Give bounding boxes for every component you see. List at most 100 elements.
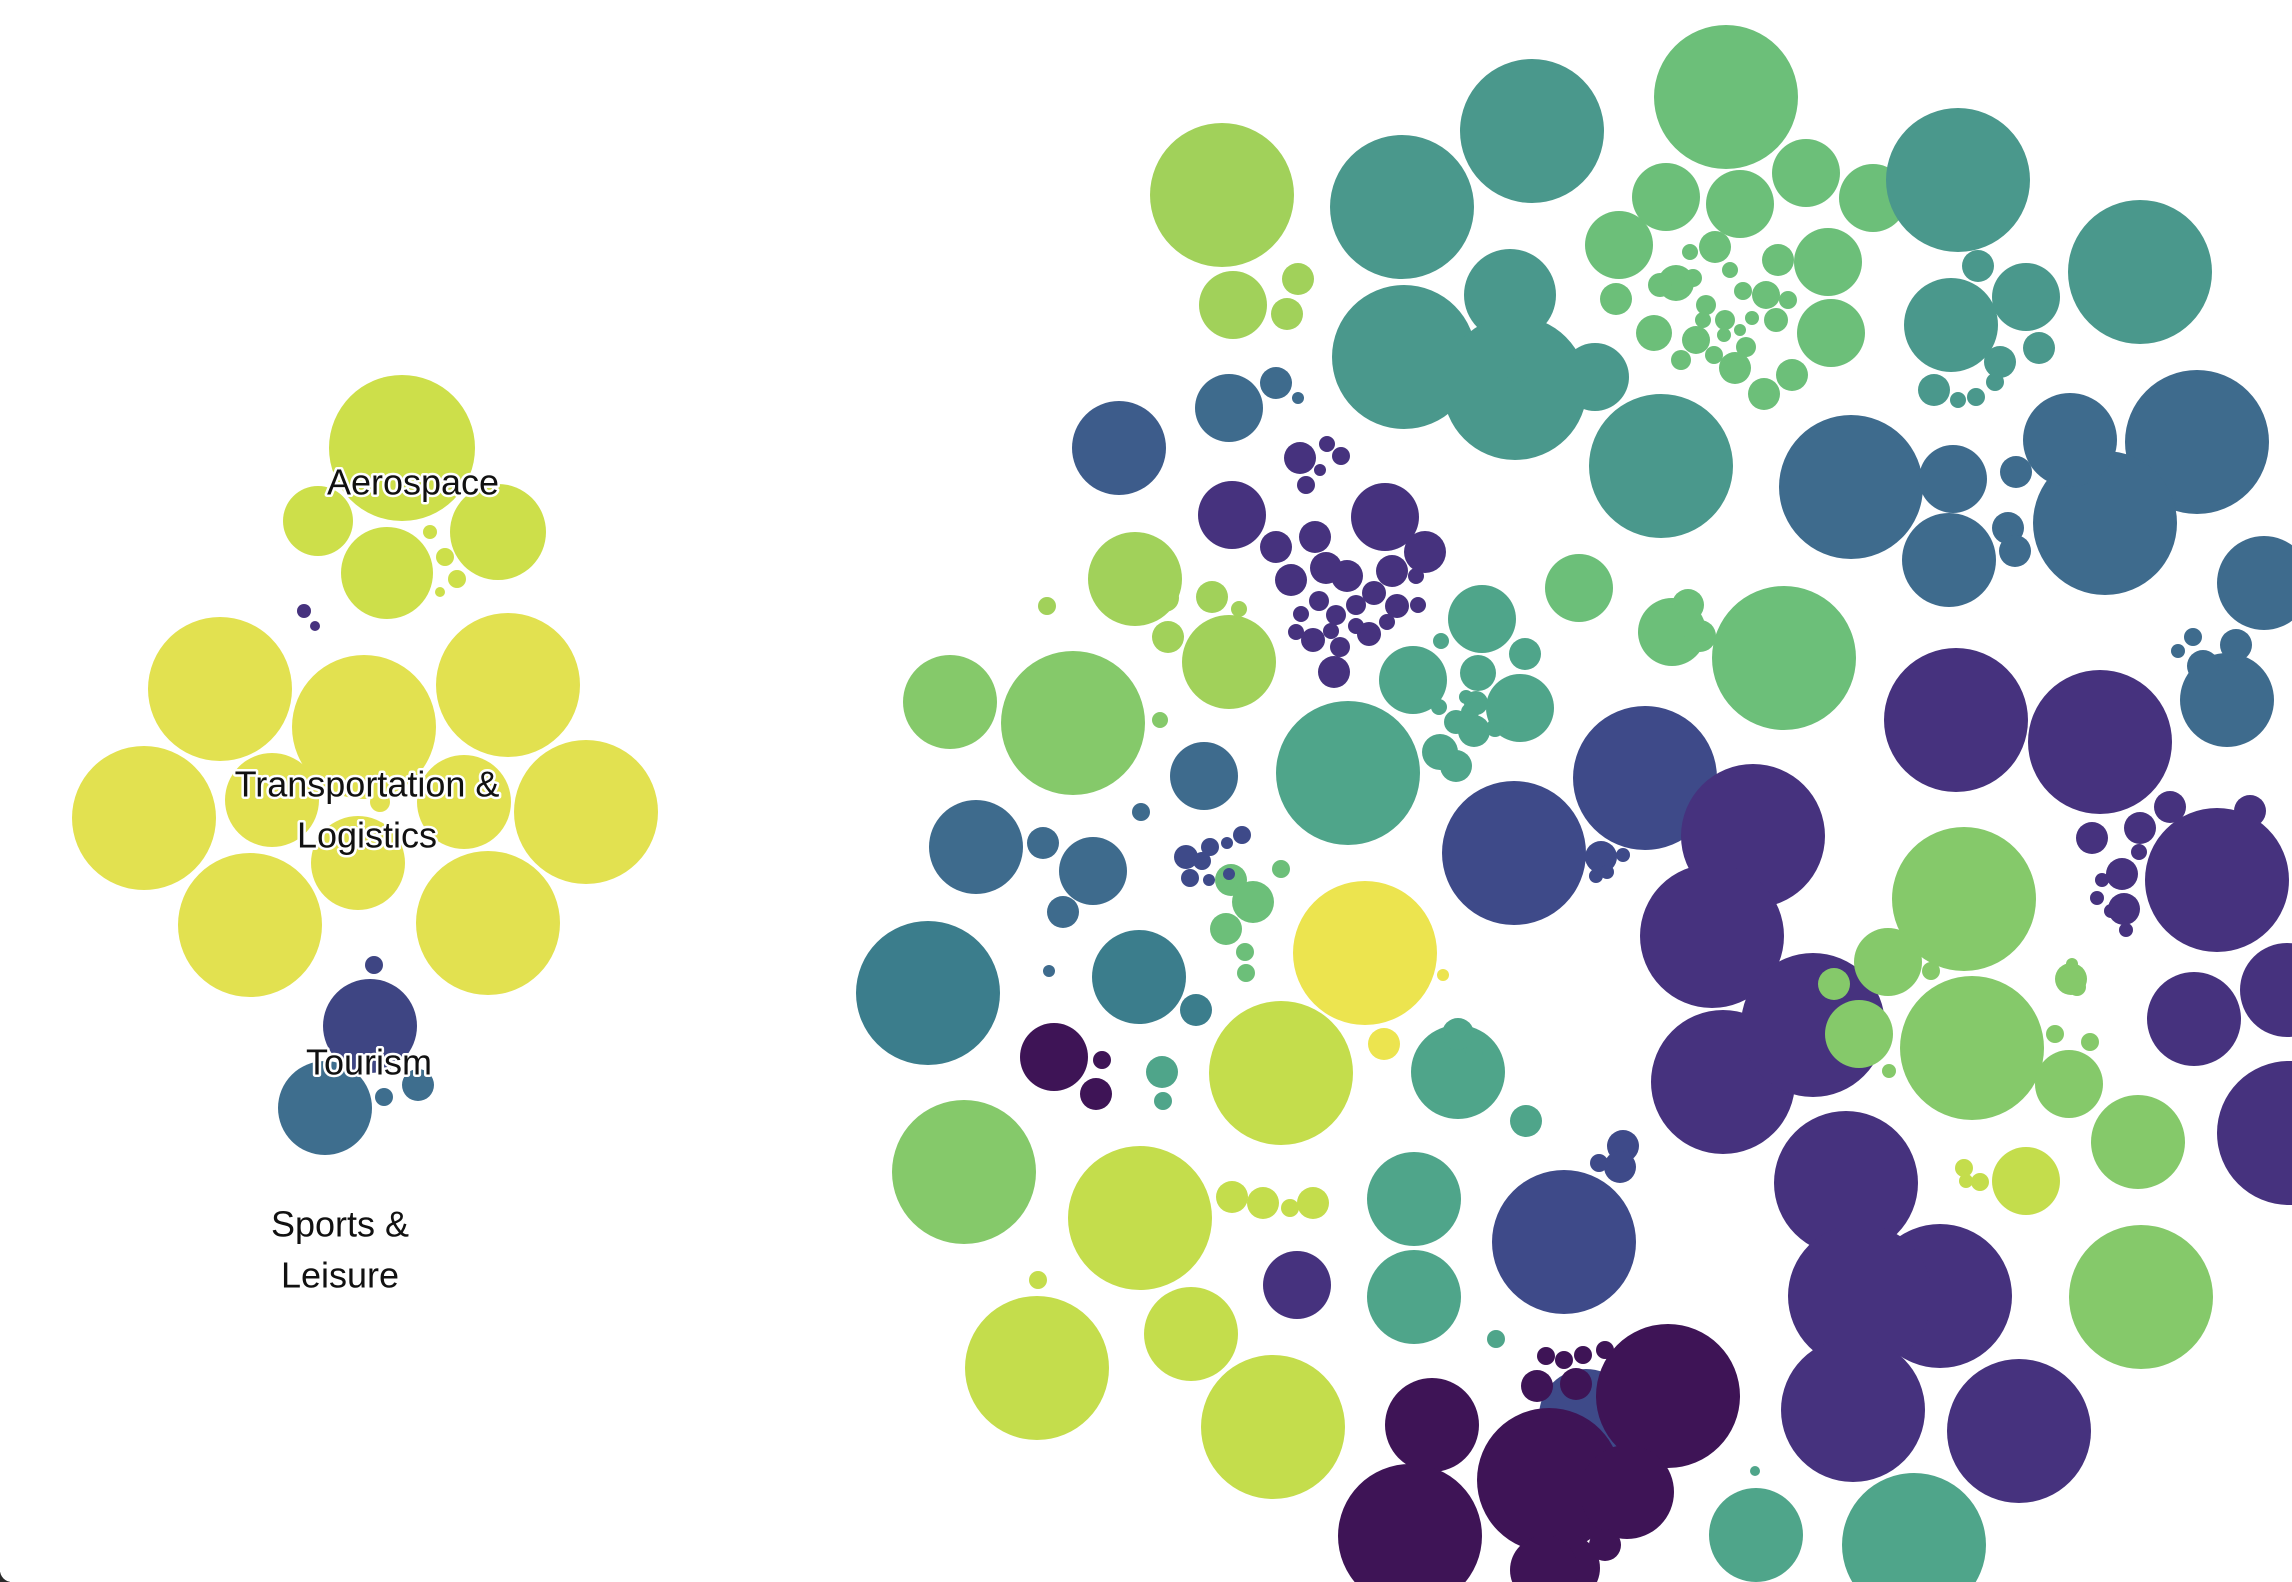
right-bubble[interactable] (1892, 827, 2036, 971)
right-bubble[interactable] (1247, 1187, 1279, 1219)
right-bubble[interactable] (2104, 904, 2118, 918)
right-bubble[interactable] (1284, 442, 1316, 474)
right-bubble[interactable] (1774, 1111, 1918, 1255)
right-bubble[interactable] (1233, 826, 1251, 844)
right-bubble[interactable] (1886, 108, 2030, 252)
right-bubble[interactable] (1464, 249, 1556, 341)
right-bubble[interactable] (1319, 436, 1335, 452)
right-bubble[interactable] (1902, 513, 1996, 607)
right-bubble[interactable] (1299, 521, 1331, 553)
right-bubble[interactable] (1458, 715, 1490, 747)
right-bubble[interactable] (2171, 644, 2185, 658)
right-bubble[interactable] (1590, 1154, 1608, 1172)
right-bubble[interactable] (1794, 228, 1862, 296)
right-bubble[interactable] (1745, 311, 1759, 325)
right-bubble[interactable] (1293, 606, 1309, 622)
right-bubble[interactable] (1072, 401, 1166, 495)
right-bubble[interactable] (2023, 393, 2117, 487)
right-bubble[interactable] (1904, 278, 1998, 372)
left-bubble[interactable] (310, 621, 320, 631)
right-bubble[interactable] (1764, 308, 1788, 332)
right-bubble[interactable] (1346, 595, 1366, 615)
right-bubble[interactable] (1589, 394, 1733, 538)
right-bubble[interactable] (2145, 808, 2289, 952)
right-bubble[interactable] (1992, 263, 2060, 331)
right-bubble[interactable] (1379, 646, 1447, 714)
right-bubble[interactable] (1671, 350, 1691, 370)
left-bubble[interactable] (417, 755, 511, 849)
right-bubble[interactable] (1772, 139, 1840, 207)
left-bubble[interactable] (72, 746, 216, 890)
right-bubble[interactable] (1232, 881, 1274, 923)
right-bubble[interactable] (1918, 374, 1950, 406)
right-bubble[interactable] (1276, 701, 1420, 845)
right-bubble[interactable] (1203, 874, 1215, 886)
right-bubble[interactable] (2131, 844, 2147, 860)
right-bubble[interactable] (1640, 864, 1784, 1008)
right-bubble[interactable] (2095, 873, 2109, 887)
right-bubble[interactable] (1385, 594, 1409, 618)
right-bubble[interactable] (1561, 343, 1629, 411)
right-bubble[interactable] (1281, 1199, 1299, 1217)
right-bubble[interactable] (1779, 291, 1797, 309)
right-bubble[interactable] (1589, 1529, 1621, 1561)
right-bubble[interactable] (1385, 1378, 1479, 1472)
right-bubble[interactable] (1717, 328, 1731, 342)
right-bubble[interactable] (1696, 295, 1716, 315)
right-bubble[interactable] (1585, 211, 1653, 279)
right-bubble[interactable] (1038, 597, 1056, 615)
right-bubble[interactable] (1209, 1001, 1353, 1145)
left-bubble[interactable] (178, 853, 322, 997)
right-bubble[interactable] (1955, 1159, 1973, 1177)
right-bubble[interactable] (1152, 621, 1184, 653)
right-bubble[interactable] (1221, 837, 1233, 849)
left-bubble[interactable] (450, 484, 546, 580)
right-bubble[interactable] (1282, 263, 1314, 295)
right-bubble[interactable] (1092, 930, 1186, 1024)
left-bubble[interactable] (329, 375, 475, 521)
right-bubble[interactable] (1842, 1473, 1986, 1582)
right-bubble[interactable] (1882, 1064, 1896, 1078)
right-bubble[interactable] (1293, 881, 1437, 1025)
right-bubble[interactable] (1699, 231, 1731, 263)
left-bubble[interactable] (413, 543, 423, 553)
right-bubble[interactable] (1492, 1170, 1636, 1314)
right-bubble[interactable] (1330, 135, 1474, 279)
right-bubble[interactable] (892, 1100, 1036, 1244)
right-bubble[interactable] (2028, 670, 2172, 814)
left-bubble[interactable] (423, 525, 437, 539)
left-bubble[interactable] (365, 956, 383, 974)
left-bubble[interactable] (311, 816, 405, 910)
right-bubble[interactable] (2124, 812, 2156, 844)
right-bubble[interactable] (1555, 1351, 1573, 1369)
right-bubble[interactable] (1505, 358, 1529, 382)
left-bubble[interactable] (323, 979, 417, 1073)
right-bubble[interactable] (1776, 359, 1808, 391)
right-bubble[interactable] (1029, 1271, 1047, 1289)
right-bubble[interactable] (1486, 719, 1504, 737)
right-bubble[interactable] (1237, 964, 1255, 982)
left-bubble[interactable] (375, 1088, 393, 1106)
right-bubble[interactable] (1596, 1341, 1614, 1359)
right-bubble[interactable] (1589, 869, 1603, 883)
right-bubble[interactable] (2217, 536, 2292, 630)
right-bubble[interactable] (1410, 597, 1426, 613)
right-bubble[interactable] (2147, 972, 2241, 1066)
right-bubble[interactable] (1260, 531, 1292, 563)
right-bubble[interactable] (1367, 1250, 1461, 1344)
left-bubble[interactable] (436, 613, 580, 757)
left-bubble[interactable] (225, 753, 319, 847)
right-bubble[interactable] (1487, 1330, 1505, 1348)
right-bubble[interactable] (1093, 1051, 1111, 1069)
right-bubble[interactable] (2033, 451, 2177, 595)
right-bubble[interactable] (1706, 170, 1774, 238)
right-bubble[interactable] (1712, 586, 1856, 730)
right-bubble[interactable] (1059, 837, 1127, 905)
right-bubble[interactable] (2220, 629, 2252, 661)
right-bubble[interactable] (1180, 994, 1212, 1026)
right-bubble[interactable] (1465, 1044, 1483, 1062)
right-bubble[interactable] (2091, 1095, 2185, 1189)
right-bubble[interactable] (1919, 445, 1987, 513)
right-bubble[interactable] (1967, 388, 1985, 406)
right-bubble[interactable] (1174, 845, 1198, 869)
